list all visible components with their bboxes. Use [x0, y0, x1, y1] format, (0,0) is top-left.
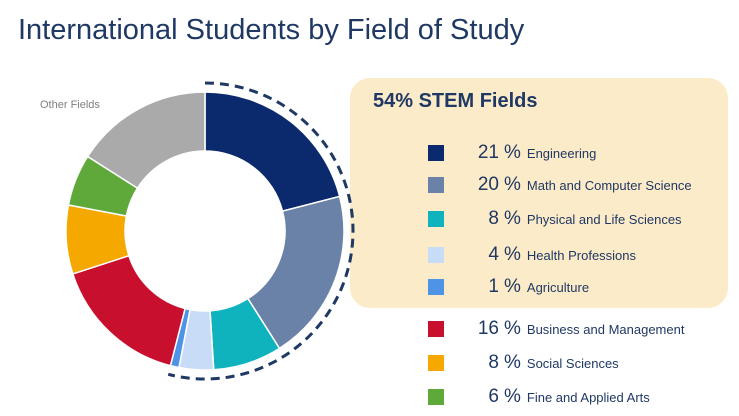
stem-highlight-arc: [167, 81, 355, 381]
legend-percent: 21: [477, 142, 499, 163]
chart-title: International Students by Field of Study: [18, 14, 525, 46]
legend-swatch: [428, 247, 444, 263]
legend-label: Physical and Life Sciences: [526, 211, 682, 227]
legend-percent-sign: %: [504, 352, 521, 373]
legend-percent: 16: [477, 318, 499, 339]
legend-swatch: [428, 211, 444, 227]
legend-percent: 6: [488, 386, 499, 407]
legend-percent-sign: %: [504, 276, 521, 297]
stem-summary-title: 54% STEM Fields: [373, 90, 538, 112]
legend-swatch: [428, 177, 444, 193]
legend-percent-sign: %: [504, 386, 521, 407]
stem-summary-box: [350, 78, 728, 308]
slice-other-fields: [86, 91, 206, 190]
legend-swatch: [428, 321, 444, 337]
legend-swatch: [428, 389, 444, 405]
legend-percent: 20: [477, 174, 499, 195]
legend-label: Agriculture: [526, 279, 590, 295]
legend-label: Fine and Applied Arts: [526, 389, 650, 405]
legend-item: 6% Fine and Applied Arts: [428, 382, 650, 412]
legend-percent: 8: [488, 352, 499, 373]
legend-label: Math and Computer Science: [526, 177, 692, 193]
legend-percent: 1: [488, 276, 499, 297]
other-fields-label: Other Fields: [40, 99, 100, 111]
legend-item: 16% Business and Management: [428, 314, 684, 344]
legend-swatch: [428, 355, 444, 371]
legend-item: 1% Agriculture: [428, 272, 589, 302]
legend-percent: 8: [488, 208, 499, 229]
legend-swatch: [428, 279, 444, 295]
legend-percent-sign: %: [504, 244, 521, 265]
legend-percent: 4: [488, 244, 499, 265]
slice-business-and-management: [71, 254, 187, 367]
legend-item: 21% Engineering: [428, 138, 596, 168]
legend-percent-sign: %: [504, 142, 521, 163]
legend-item: 4% Health Professions: [428, 240, 636, 270]
legend-item: 8% Physical and Life Sciences: [428, 204, 682, 234]
legend-label: Social Sciences: [526, 355, 619, 371]
legend-percent-sign: %: [504, 174, 521, 195]
legend-percent-sign: %: [504, 208, 521, 229]
legend-label: Engineering: [526, 145, 597, 161]
legend-label: Business and Management: [526, 321, 685, 337]
slice-engineering: [204, 91, 341, 213]
legend-label: Health Professions: [526, 247, 637, 263]
legend-percent-sign: %: [504, 318, 521, 339]
legend-item: 8% Social Sciences: [428, 348, 619, 378]
legend-item: 20% Math and Computer Science: [428, 170, 692, 200]
legend-swatch: [428, 145, 444, 161]
